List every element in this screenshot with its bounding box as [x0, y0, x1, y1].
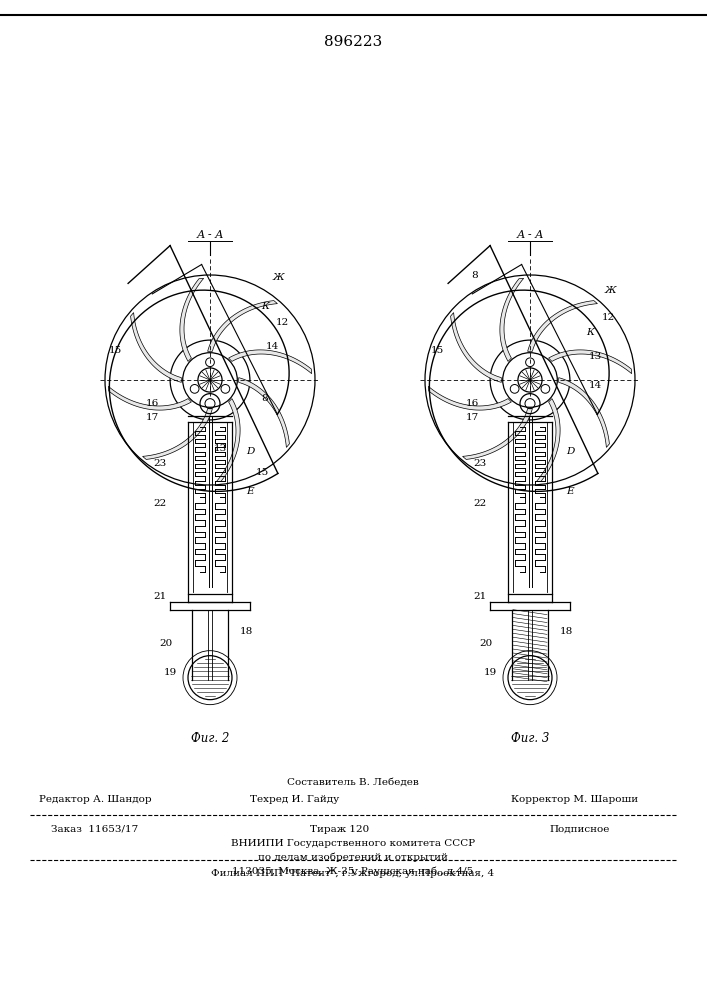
- Text: 15: 15: [431, 346, 444, 355]
- Polygon shape: [428, 386, 511, 410]
- Text: 21: 21: [474, 592, 486, 601]
- Text: 14: 14: [265, 342, 279, 351]
- Polygon shape: [216, 399, 240, 482]
- Text: 8: 8: [262, 394, 269, 403]
- Text: Заказ  11653/17: Заказ 11653/17: [52, 824, 139, 834]
- Text: 896223: 896223: [324, 35, 382, 49]
- Polygon shape: [180, 278, 204, 361]
- Circle shape: [508, 656, 552, 700]
- Circle shape: [188, 656, 232, 700]
- Text: Редактор А. Шандор: Редактор А. Шандор: [39, 796, 151, 804]
- Text: Составитель В. Лебедев: Составитель В. Лебедев: [287, 778, 419, 786]
- Text: 113035, Москва, Ж-35, Раушская наб., д.4/5: 113035, Москва, Ж-35, Раушская наб., д.4…: [233, 866, 474, 876]
- Polygon shape: [208, 301, 277, 351]
- Polygon shape: [450, 313, 501, 382]
- Text: 22: 22: [474, 499, 486, 508]
- Text: А - А: А - А: [197, 230, 223, 240]
- Text: 15: 15: [256, 468, 269, 477]
- Text: Тираж 120: Тираж 120: [310, 824, 370, 834]
- Text: 13: 13: [588, 352, 602, 361]
- Text: Корректор М. Шароши: Корректор М. Шароши: [511, 796, 638, 804]
- Text: D: D: [246, 447, 255, 456]
- Polygon shape: [239, 378, 289, 447]
- Text: 18: 18: [559, 627, 573, 636]
- Text: 20: 20: [479, 639, 493, 648]
- Text: E: E: [246, 487, 254, 496]
- Text: 21: 21: [153, 592, 167, 601]
- Text: 8: 8: [472, 270, 479, 279]
- Circle shape: [198, 368, 222, 392]
- Circle shape: [518, 368, 542, 392]
- Text: Ж: Ж: [604, 286, 616, 295]
- Polygon shape: [108, 386, 192, 410]
- Text: ВНИИПИ Государственного комитета СССР: ВНИИПИ Государственного комитета СССР: [231, 838, 475, 848]
- Text: 19: 19: [484, 668, 496, 677]
- Polygon shape: [549, 350, 631, 374]
- Text: 23: 23: [474, 459, 486, 468]
- Polygon shape: [527, 301, 597, 351]
- Text: 19: 19: [163, 668, 177, 677]
- Text: Филиал ППП "Патент", г.Ужгород, ул.Проектная, 4: Филиал ППП "Патент", г.Ужгород, ул.Проек…: [211, 869, 495, 879]
- Polygon shape: [131, 313, 181, 382]
- Text: 16: 16: [465, 399, 479, 408]
- Text: 18: 18: [240, 627, 252, 636]
- Text: Ж: Ж: [272, 273, 284, 282]
- Text: 15: 15: [109, 346, 122, 355]
- Text: К: К: [586, 328, 594, 337]
- Text: Подписное: Подписное: [550, 824, 610, 834]
- Text: по делам изобретений и открытий: по делам изобретений и открытий: [258, 852, 448, 862]
- Text: 12: 12: [602, 312, 614, 322]
- Text: Фиг. 3: Фиг. 3: [511, 732, 549, 745]
- Text: 12: 12: [275, 318, 288, 327]
- Text: 16: 16: [146, 399, 158, 408]
- Text: 20: 20: [159, 639, 173, 648]
- Polygon shape: [228, 350, 312, 374]
- Text: Фиг. 2: Фиг. 2: [191, 732, 229, 745]
- Text: E: E: [566, 487, 574, 496]
- Text: 14: 14: [588, 381, 602, 390]
- Text: 17: 17: [146, 413, 158, 422]
- Text: К: К: [261, 302, 269, 311]
- Polygon shape: [537, 399, 560, 482]
- Text: А - А: А - А: [516, 230, 544, 240]
- Polygon shape: [559, 378, 609, 447]
- Text: Техред И. Гайду: Техред И. Гайду: [250, 796, 339, 804]
- Text: 13: 13: [214, 444, 227, 453]
- Polygon shape: [500, 278, 524, 361]
- Polygon shape: [143, 409, 212, 459]
- Text: 17: 17: [465, 413, 479, 422]
- Text: D: D: [566, 447, 574, 456]
- Text: 23: 23: [153, 459, 167, 468]
- Text: 22: 22: [153, 499, 167, 508]
- Polygon shape: [462, 409, 532, 459]
